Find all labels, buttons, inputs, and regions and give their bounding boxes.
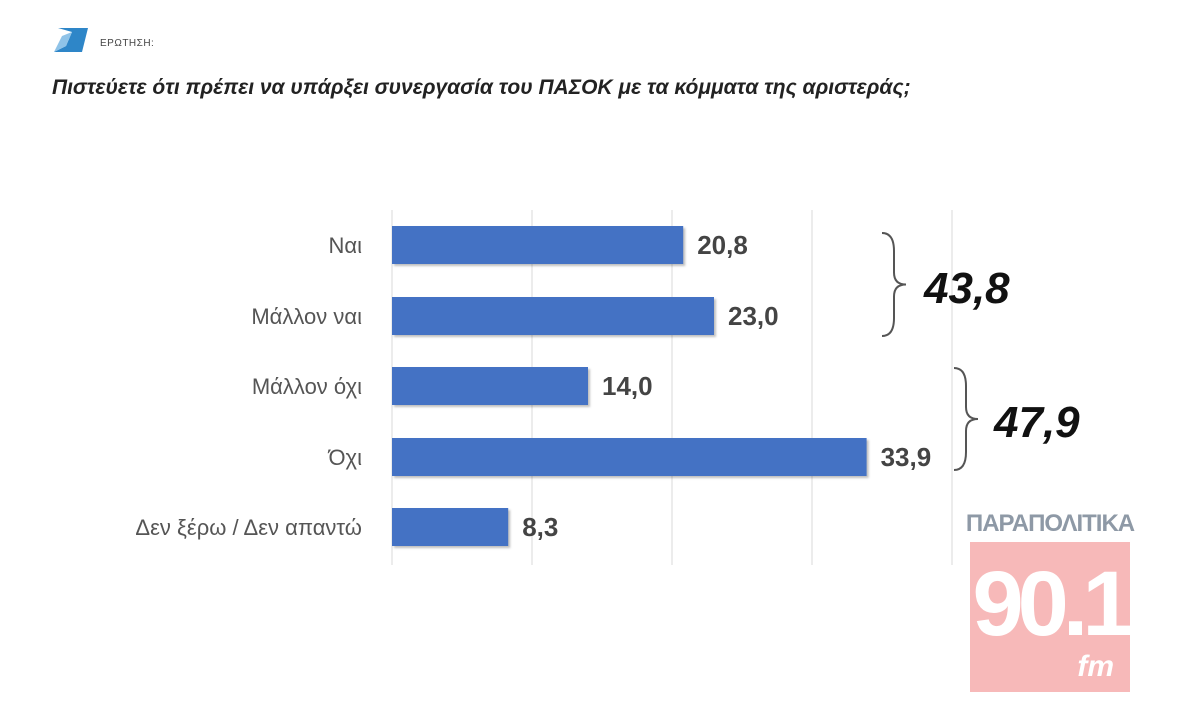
bar <box>392 367 588 405</box>
value-label: 20,8 <box>697 230 748 260</box>
value-label: 33,9 <box>881 442 932 472</box>
group-brace <box>881 232 907 337</box>
logo-frequency: 90.1 <box>972 553 1133 655</box>
logo-box: 90.1 fm <box>970 542 1134 692</box>
question-text: Πιστεύετε ότι πρέπει να υπάρξει συνεργασ… <box>52 76 911 99</box>
station-logo: ΠΑΡΑΠΟΛΙΤΙΚΑ 90.1 fm <box>960 510 1140 700</box>
category-label: Δεν ξέρω / Δεν απαντώ <box>135 515 362 540</box>
group-brace <box>953 367 979 471</box>
category-label: Όχι <box>328 445 363 470</box>
value-label: 23,0 <box>728 301 779 331</box>
bar <box>392 226 684 264</box>
category-label: Μάλλον ναι <box>251 304 362 329</box>
question-mark-icon <box>54 28 88 52</box>
category-label: Μάλλον όχι <box>252 374 362 399</box>
bar <box>392 508 509 546</box>
bar <box>392 297 714 335</box>
question-label: ΕΡΩΤΗΣΗ: <box>100 38 155 49</box>
category-label: Ναι <box>329 233 363 258</box>
value-label: 8,3 <box>522 512 558 542</box>
logo-fm: fm <box>1077 650 1114 683</box>
bar <box>392 438 867 476</box>
logo-top-text: ΠΑΡΑΠΟΛΙΤΙΚΑ <box>965 510 1135 537</box>
group-total-label: 43,8 <box>923 264 1010 313</box>
value-label: 14,0 <box>602 371 653 401</box>
group-total-label: 47,9 <box>993 398 1080 447</box>
